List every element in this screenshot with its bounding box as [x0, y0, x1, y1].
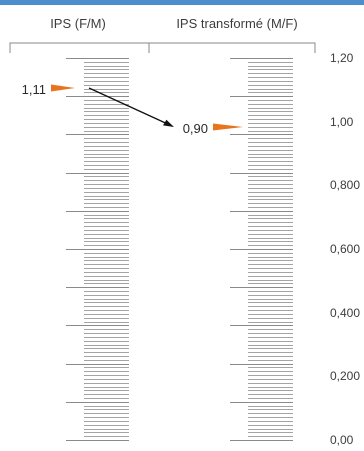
right-marker-icon [213, 123, 243, 131]
header-bracket [9, 42, 316, 53]
left-value-label: 1,11 [22, 82, 46, 97]
arrow-head-icon [163, 119, 174, 127]
header-accent-bar [0, 0, 364, 5]
right-value-label: 0,90 [183, 121, 208, 136]
right-axis-tick-label: 0,400 [330, 306, 360, 320]
right-axis-tick-label: 0,00 [330, 433, 354, 447]
column-header-left: IPS (F/M) [50, 16, 106, 31]
right-axis-tick-label: 1,20 [330, 51, 354, 65]
scale-right [230, 58, 293, 441]
right-axis-tick-label: 0,800 [330, 178, 360, 192]
right-axis: 1,20 1,00 0,800 0,600 0,400 0,200 0,00 [330, 51, 360, 447]
column-header-right: IPS transformé (M/F) [176, 16, 297, 31]
right-axis-tick-label: 1,00 [330, 115, 354, 129]
scale-left [66, 58, 129, 441]
left-marker-icon [51, 84, 75, 92]
right-axis-tick-label: 0,200 [330, 369, 360, 383]
transform-arrow-line [88, 87, 173, 127]
right-axis-tick-label: 0,600 [330, 242, 360, 256]
